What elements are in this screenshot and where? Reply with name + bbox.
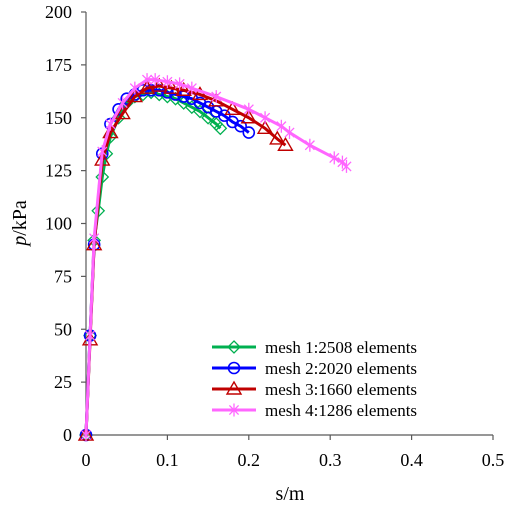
x-tick-label: 0.4 — [400, 450, 423, 470]
series-4-point — [105, 117, 116, 131]
series-3 — [77, 77, 294, 441]
series-4-point — [341, 159, 352, 173]
series-3-point — [138, 79, 156, 94]
series-1 — [79, 85, 228, 442]
legend-item: mesh 1:2508 elements — [212, 338, 417, 357]
x-tick-label: 0 — [82, 450, 91, 470]
series-4-point — [276, 119, 287, 133]
x-tick-label: 0.1 — [156, 450, 179, 470]
y-ticks: 0 25 50 75 100 125 150 175 200 — [45, 2, 86, 445]
series-1-point — [95, 170, 110, 184]
series-3-point — [126, 88, 144, 103]
series-3-point — [224, 100, 241, 115]
series-layer — [77, 73, 352, 442]
y-tick-label: 150 — [45, 108, 72, 128]
x-tick-label: 0.2 — [238, 450, 261, 470]
y-axis-title: p/kPa — [9, 200, 31, 248]
series-4-point — [117, 96, 128, 110]
series-4-point — [129, 81, 140, 95]
x-tick-label: 0.5 — [482, 450, 505, 470]
legend-label: mesh 4:1286 elements — [265, 401, 417, 420]
series-1-point — [213, 121, 228, 136]
series-2-point — [218, 109, 231, 122]
series-1-point — [184, 100, 199, 115]
y-tick-label: 100 — [45, 214, 72, 234]
series-4-point — [85, 329, 96, 343]
series-4-point — [260, 111, 271, 125]
legend-label: mesh 2:2020 elements — [265, 359, 417, 378]
axes: 0 25 50 75 100 125 150 175 200 0 0.1 0.2 0.3 0.4 0.5 — [45, 2, 504, 470]
series-4-point — [284, 126, 295, 140]
series-4-point — [80, 428, 92, 442]
series-3-point — [114, 105, 131, 120]
series-4-point — [329, 151, 340, 165]
series-3-line — [84, 84, 287, 436]
y-tick-label: 75 — [54, 266, 72, 286]
y-tick-label: 25 — [54, 372, 72, 392]
y-tick-label: 125 — [45, 161, 72, 181]
series-4-point — [186, 81, 197, 95]
series-4-point — [304, 138, 315, 152]
series-3-point — [277, 136, 294, 151]
series-4-point — [141, 73, 153, 87]
y-tick-label: 200 — [45, 2, 72, 22]
series-4-point — [243, 102, 254, 116]
legend: mesh 1:2508 elements mesh 2:2020 elements… — [212, 338, 417, 420]
series-4-point — [162, 75, 173, 89]
legend-marker — [227, 340, 241, 354]
legend-marker — [225, 380, 243, 395]
series-4-point — [97, 145, 108, 159]
series-3-point — [256, 119, 274, 135]
y-tick-label: 50 — [54, 319, 72, 339]
y-tick-label: 0 — [63, 425, 72, 445]
series-4-point — [211, 90, 222, 104]
series-4-point — [174, 77, 185, 91]
series-4-point — [150, 73, 161, 87]
legend-label: mesh 3:1660 elements — [265, 380, 417, 399]
legend-item: mesh 2:2020 elements — [212, 359, 417, 378]
series-1-point — [193, 104, 207, 119]
x-tick-label: 0.3 — [319, 450, 342, 470]
series-2-point — [242, 126, 256, 139]
x-axis-title: s/m — [276, 483, 305, 505]
series-3-point — [240, 109, 258, 124]
series-2-point — [234, 119, 247, 133]
legend-label: mesh 1:2508 elements — [265, 338, 417, 357]
series-4 — [80, 73, 352, 442]
legend-item: mesh 4:1286 elements — [212, 401, 417, 420]
series-3-point — [269, 130, 286, 145]
legend-marker — [227, 361, 241, 375]
legend-marker — [228, 403, 240, 417]
legend-item: mesh 3:1660 elements — [212, 380, 417, 399]
x-ticks: 0 0.1 0.2 0.3 0.4 0.5 — [82, 435, 505, 470]
y-tick-label: 175 — [45, 55, 72, 75]
series-4-point — [89, 231, 100, 245]
